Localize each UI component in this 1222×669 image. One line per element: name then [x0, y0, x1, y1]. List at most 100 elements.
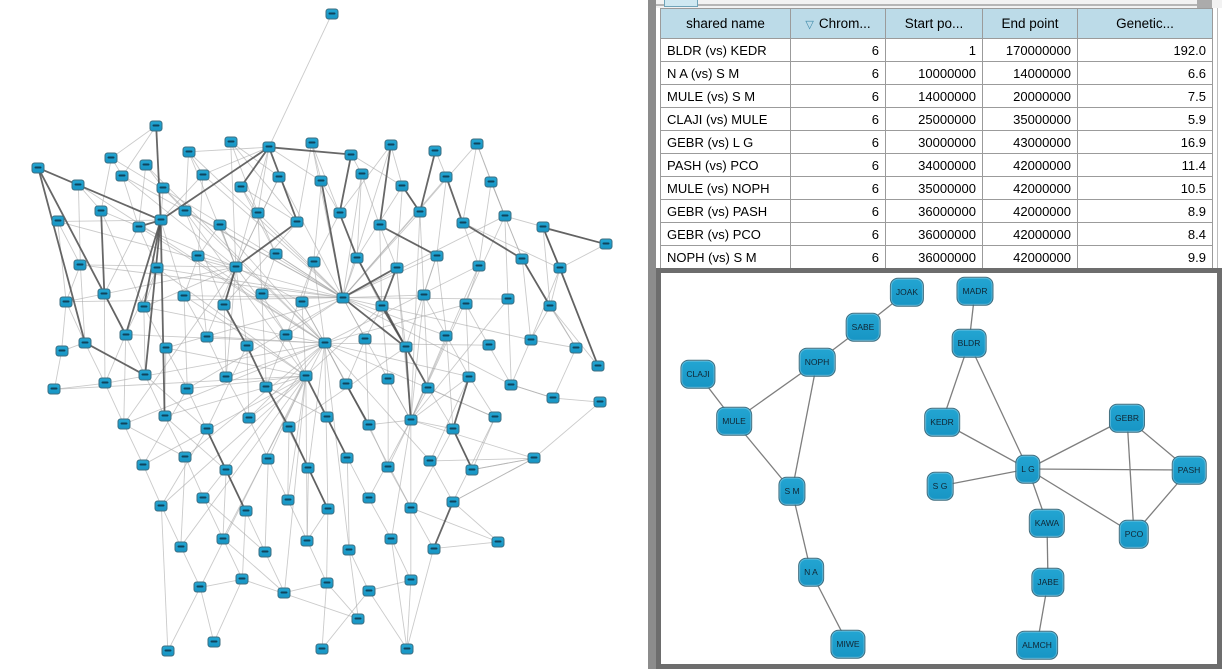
- network-node[interactable]: [404, 414, 418, 426]
- network-edge[interactable]: [268, 13, 333, 148]
- network-edge[interactable]: [552, 347, 577, 399]
- network-edge[interactable]: [267, 458, 289, 500]
- network-node[interactable]: [375, 300, 389, 312]
- network-edge[interactable]: [61, 301, 67, 352]
- table-cell[interactable]: PASH (vs) PCO: [660, 153, 791, 177]
- network-edge[interactable]: [37, 167, 106, 295]
- network-edge[interactable]: [261, 254, 277, 295]
- network-edge[interactable]: [275, 253, 344, 299]
- network-edge[interactable]: [160, 219, 185, 296]
- network-edge[interactable]: [348, 549, 359, 619]
- network-edge[interactable]: [165, 347, 306, 377]
- network-edge[interactable]: [321, 582, 328, 649]
- network-node[interactable]: [504, 379, 518, 391]
- table-cell[interactable]: 8.4: [1077, 222, 1213, 246]
- network-edge[interactable]: [230, 141, 280, 177]
- network-edge[interactable]: [205, 429, 227, 471]
- network-node[interactable]: [117, 418, 131, 430]
- network-node[interactable]: [373, 219, 387, 231]
- table-cell[interactable]: GEBR (vs) PASH: [660, 199, 791, 223]
- network-edge[interactable]: [368, 498, 392, 540]
- table-cell[interactable]: 170000000: [982, 38, 1078, 62]
- network-edge[interactable]: [222, 538, 243, 580]
- network-node[interactable]: [314, 175, 328, 187]
- filter-icon[interactable]: ▽: [805, 19, 814, 31]
- network-node[interactable]: [593, 396, 607, 408]
- table-cell[interactable]: 35000000: [885, 176, 983, 200]
- table-cell[interactable]: 36000000: [885, 222, 983, 246]
- network-edge[interactable]: [452, 376, 471, 430]
- table-cell[interactable]: 6: [790, 199, 886, 223]
- network-edge[interactable]: [143, 266, 237, 308]
- network-edge[interactable]: [342, 173, 363, 298]
- network-edge[interactable]: [219, 224, 325, 344]
- network-edge[interactable]: [143, 307, 146, 376]
- network-edge[interactable]: [462, 143, 478, 223]
- network-edge[interactable]: [65, 264, 81, 302]
- network-edge[interactable]: [387, 466, 412, 508]
- network-node[interactable]: [295, 296, 309, 308]
- network-edge[interactable]: [368, 419, 411, 426]
- network-edge[interactable]: [230, 141, 237, 267]
- network-node[interactable]: [355, 168, 369, 180]
- table-cell[interactable]: 6: [790, 176, 886, 200]
- network-edge[interactable]: [542, 227, 551, 307]
- network-edge[interactable]: [188, 151, 344, 299]
- network-node[interactable]: [488, 411, 502, 423]
- column-header[interactable]: Genetic...: [1077, 8, 1213, 39]
- network-node[interactable]: [515, 253, 529, 265]
- network-edge[interactable]: [406, 579, 412, 649]
- table-cell[interactable]: 16.9: [1077, 130, 1213, 154]
- table-cell[interactable]: 192.0: [1077, 38, 1213, 62]
- network-node[interactable]: KEDR: [924, 407, 960, 437]
- table-cell[interactable]: 20000000: [982, 84, 1078, 108]
- network-edge[interactable]: [404, 347, 412, 421]
- network-node[interactable]: [31, 162, 45, 174]
- network-edge[interactable]: [338, 154, 353, 214]
- network-edge[interactable]: [138, 226, 158, 269]
- table-row[interactable]: GEBR (vs) L G 6 30000000 43000000 16.9: [660, 130, 1213, 154]
- network-edge[interactable]: [342, 294, 424, 299]
- network-node[interactable]: [395, 180, 409, 192]
- network-node[interactable]: [240, 340, 254, 352]
- network-node[interactable]: [272, 171, 286, 183]
- network-node[interactable]: [119, 329, 133, 340]
- network-edge[interactable]: [368, 579, 411, 592]
- network-edge[interactable]: [286, 297, 344, 336]
- network-edge[interactable]: [187, 375, 306, 390]
- table-cell[interactable]: 1: [885, 38, 983, 62]
- network-node[interactable]: [224, 136, 238, 148]
- network-edge[interactable]: [37, 167, 162, 221]
- network-edge[interactable]: [84, 341, 146, 377]
- network-edge[interactable]: [143, 306, 325, 344]
- network-edge[interactable]: [390, 145, 403, 187]
- network-node[interactable]: [261, 453, 275, 465]
- network-edge[interactable]: [165, 347, 188, 389]
- network-edge[interactable]: [306, 540, 328, 583]
- network-edge[interactable]: [396, 267, 407, 348]
- network-edge[interactable]: [559, 267, 599, 367]
- network-edge[interactable]: [57, 221, 81, 266]
- network-node[interactable]: [154, 214, 168, 226]
- network-edge[interactable]: [284, 582, 327, 594]
- tab-fragment[interactable]: [664, 0, 698, 7]
- network-edge[interactable]: [248, 342, 325, 419]
- table-cell[interactable]: 6: [790, 245, 886, 269]
- network-node[interactable]: [340, 452, 354, 464]
- network-node[interactable]: MULE: [716, 406, 752, 436]
- network-node[interactable]: [255, 288, 269, 300]
- network-node[interactable]: [465, 464, 479, 476]
- network-edge[interactable]: [446, 335, 454, 429]
- network-edge[interactable]: [306, 468, 309, 541]
- network-node[interactable]: [132, 221, 146, 233]
- network-node[interactable]: GEBR: [1108, 403, 1146, 433]
- network-node[interactable]: [546, 392, 560, 404]
- network-edge[interactable]: [200, 578, 243, 588]
- network-edge[interactable]: [164, 375, 306, 417]
- network-edge[interactable]: [103, 293, 127, 335]
- network-node[interactable]: [423, 455, 437, 467]
- network-edge[interactable]: [123, 334, 127, 425]
- network-node[interactable]: [404, 502, 418, 514]
- network-edge[interactable]: [240, 186, 298, 223]
- table-row[interactable]: GEBR (vs) PASH 6 36000000 42000000 8.9: [660, 199, 1213, 223]
